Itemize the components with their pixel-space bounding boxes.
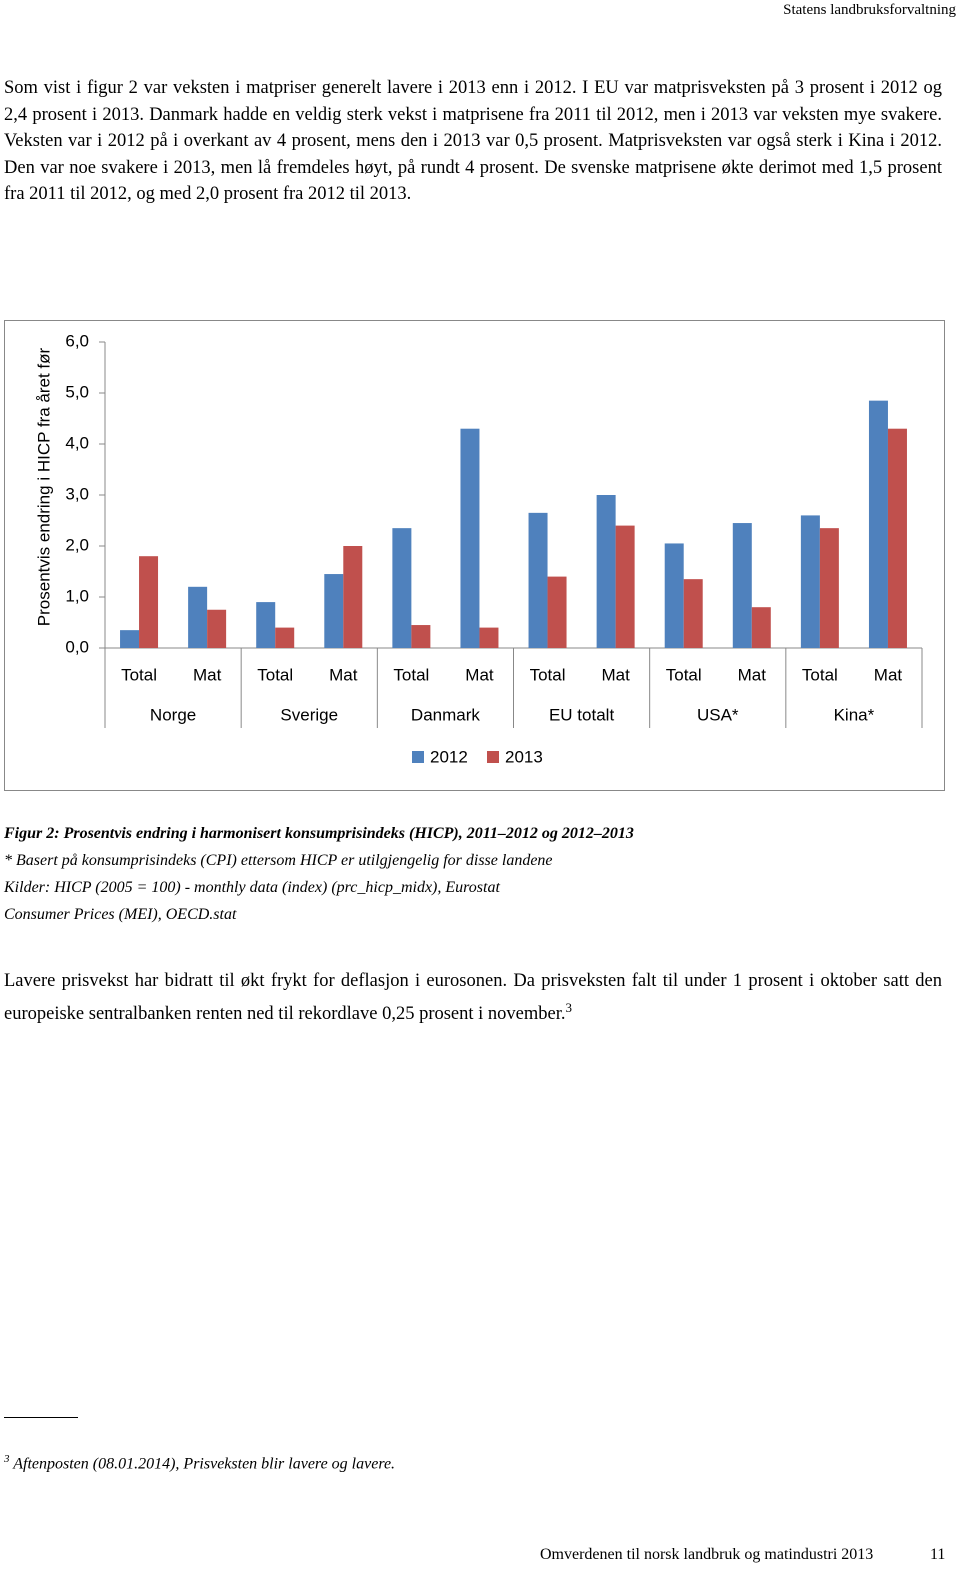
bar	[139, 556, 159, 648]
paragraph-text: Lavere prisvekst har bidratt til økt fry…	[4, 971, 942, 1024]
x-tick-label: Total	[802, 665, 838, 684]
x-tick-label: Total	[393, 665, 429, 684]
x-tick-label: Mat	[738, 665, 767, 684]
y-tick-label: 1,0	[65, 586, 89, 605]
bar	[800, 515, 820, 648]
bar	[188, 586, 208, 648]
x-tick-label: Mat	[874, 665, 903, 684]
bar	[343, 546, 363, 648]
x-tick-label: Mat	[193, 665, 222, 684]
x-tick-label: Total	[530, 665, 566, 684]
chart: Prosentvis endring i HICP fra året før 0…	[4, 320, 945, 791]
caption-line: Kilder: HICP (2005 = 100) - monthly data…	[4, 879, 500, 896]
caption-line: * Basert på konsumprisindeks (CPI) etter…	[4, 852, 553, 869]
bar	[275, 627, 295, 648]
caption-title: Figur 2: Prosentvis endring i harmoniser…	[4, 825, 634, 842]
footnote-rule	[4, 1417, 78, 1418]
legend-swatch	[412, 751, 424, 763]
bar	[751, 607, 771, 648]
x-tick-label: Total	[121, 665, 157, 684]
x-tick-label: Mat	[601, 665, 630, 684]
y-tick-label: 5,0	[65, 382, 89, 401]
footnote: 3 Aftenposten (08.01.2014), Prisveksten …	[4, 1453, 395, 1473]
bar	[683, 579, 703, 648]
footer-page: 11	[930, 1546, 946, 1563]
y-tick-label: 4,0	[65, 433, 89, 452]
x-tick-label: Total	[666, 665, 702, 684]
group-label: Kina*	[834, 705, 875, 724]
paragraph: Som vist i figur 2 var veksten i matpris…	[4, 78, 942, 205]
bar	[256, 602, 276, 648]
footnote-marker: 3	[4, 1453, 10, 1465]
group-label: Danmark	[411, 705, 480, 724]
y-axis-label: Prosentvis endring i HICP fra året før	[34, 347, 53, 626]
bar	[547, 576, 567, 648]
bar	[732, 523, 752, 648]
footnote-text: Aftenposten (08.01.2014), Prisveksten bl…	[13, 1455, 396, 1473]
bar	[120, 630, 140, 648]
y-tick-label: 0,0	[65, 637, 89, 656]
bar	[615, 525, 635, 648]
bar	[596, 495, 616, 648]
note-ref: 3	[565, 999, 573, 1015]
legend-label: 2013	[505, 747, 543, 766]
legend-swatch	[487, 751, 499, 763]
bar	[528, 512, 548, 648]
x-tick-label: Mat	[329, 665, 358, 684]
group-label: EU totalt	[549, 705, 614, 724]
group-label: USA*	[697, 705, 739, 724]
bar	[664, 543, 684, 648]
paragraph: Lavere prisvekst har bidratt til økt fry…	[4, 968, 942, 1027]
footer-title: Omverdenen til norsk landbruk og matindu…	[540, 1546, 874, 1563]
y-tick-label: 3,0	[65, 484, 89, 503]
bar	[207, 609, 227, 648]
y-tick-label: 6,0	[65, 331, 89, 350]
x-tick-label: Mat	[465, 665, 494, 684]
y-tick-label: 2,0	[65, 535, 89, 554]
group-label: Norge	[150, 705, 196, 724]
x-tick-label: Total	[257, 665, 293, 684]
bar	[460, 428, 480, 648]
group-label: Sverige	[280, 705, 338, 724]
bar	[887, 428, 907, 648]
bar	[411, 625, 431, 648]
legend-label: 2012	[430, 747, 468, 766]
bar	[392, 528, 412, 648]
bar	[819, 528, 839, 648]
header: Statens landbruksforvaltning	[783, 2, 956, 18]
bar	[324, 574, 344, 648]
caption-line: Consumer Prices (MEI), OECD.stat	[4, 906, 237, 923]
bar	[479, 627, 499, 648]
bar	[868, 400, 888, 648]
